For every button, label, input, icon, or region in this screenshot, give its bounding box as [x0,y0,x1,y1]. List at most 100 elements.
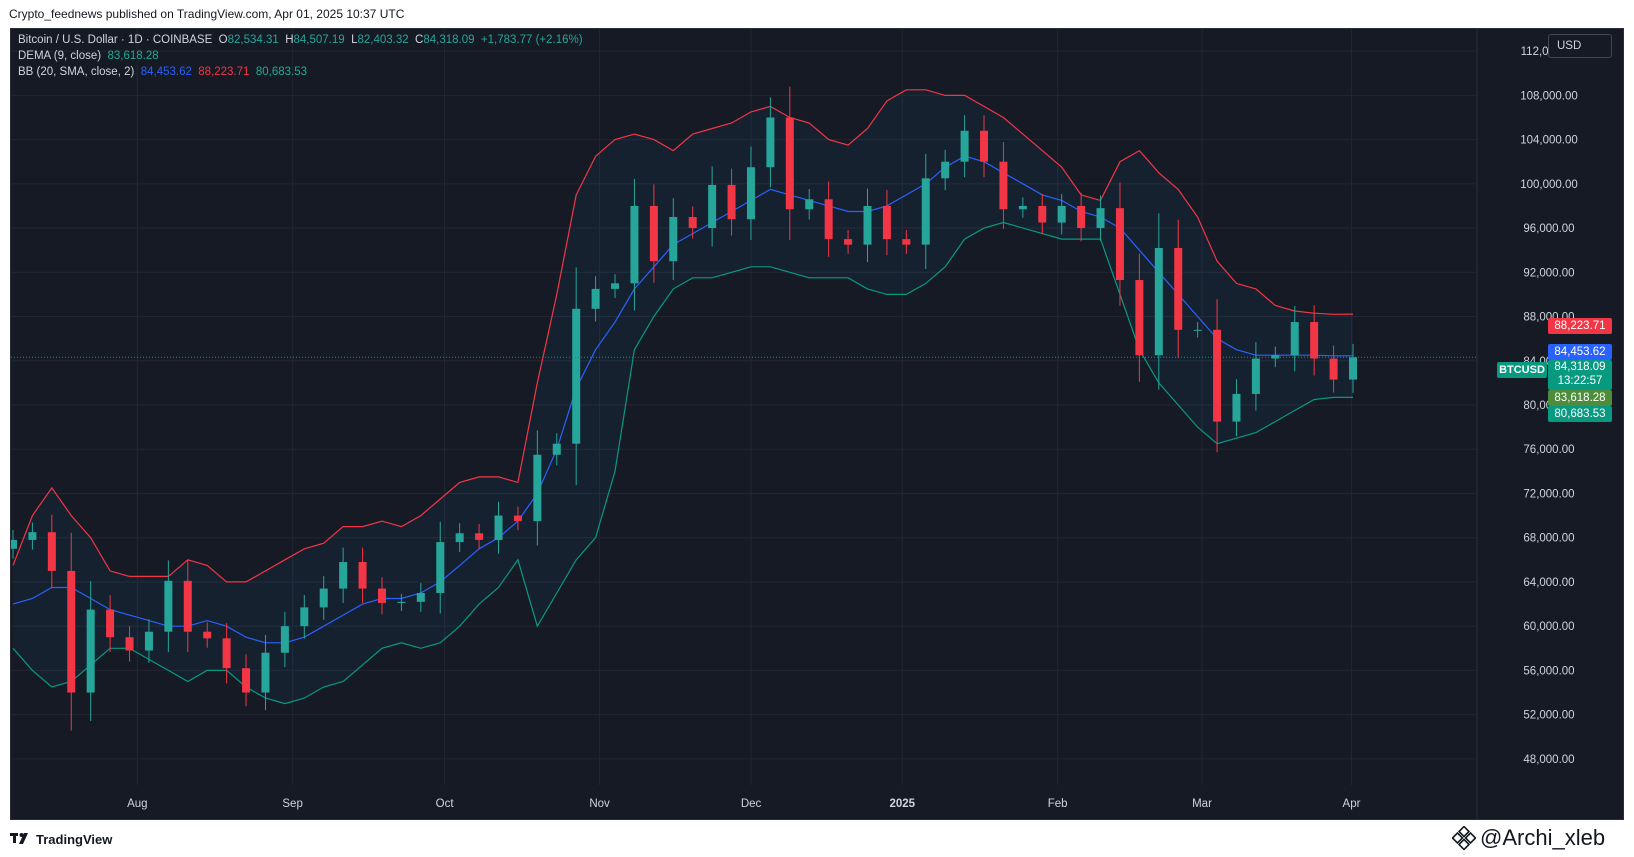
y-tick-label: 72,000.00 [1523,488,1574,500]
candle-body [456,533,464,542]
candle-body [1038,206,1046,223]
price-chart[interactable]: 112,000.00108,000.00104,000.00100,000.00… [11,29,1624,820]
last-price-value: 84,318.09 [1548,360,1612,374]
y-tick-label: 76,000.00 [1523,444,1574,456]
candle-body [1155,248,1163,355]
y-tick-label: 104,000.00 [1520,135,1578,147]
high-value: 84,507.19 [294,34,345,46]
candle-body [1291,322,1299,355]
candle-body [747,167,755,219]
y-tick-label: 100,000.00 [1520,179,1578,191]
x-tick-label: Nov [589,798,610,810]
x-tick-label: Apr [1343,798,1361,810]
candle-body [786,117,794,209]
candle-body [1330,359,1338,380]
x-tick-label: Mar [1192,798,1212,810]
candle-body [1116,208,1124,280]
bb-legend[interactable]: BB (20, SMA, close, 2) 84,453.62 88,223.… [18,66,307,78]
candle-body [1135,280,1143,355]
tradingview-logo-icon [10,833,32,845]
x-tick-label: Oct [436,798,455,810]
candle-body [766,117,774,167]
candle-body [417,593,425,602]
candle-body [1174,248,1182,330]
candle-body [1349,357,1357,379]
candle-body [883,206,891,239]
candle-body [980,131,988,162]
symbol-legend: Bitcoin / U.S. Dollar · 1D · COINBASE O8… [18,34,583,46]
candle-body [67,571,75,693]
tradingview-logo[interactable]: TradingView [10,830,112,848]
change-value: +1,783.77 (+2.16%) [481,34,583,46]
candle-body [708,185,716,228]
dema-label: DEMA (9, close) [18,50,101,62]
candle-body [1252,359,1260,394]
low-value: 82,403.32 [357,34,408,46]
bb-upper-value: 88,223.71 [198,66,249,78]
candle-body [106,610,114,638]
candle-body [689,217,697,228]
x-tick-label: Sep [282,798,302,810]
candle-body [863,206,871,245]
y-tick-label: 92,000.00 [1523,267,1574,279]
y-tick-label: 60,000.00 [1523,621,1574,633]
y-tick-label: 56,000.00 [1523,665,1574,677]
candle-body [844,239,852,245]
published-text: Crypto_feednews published on TradingView… [0,7,404,21]
candle-body [1194,330,1202,331]
y-tick-label: 52,000.00 [1523,710,1574,722]
candle-body [320,589,328,608]
chart-pane[interactable]: 112,000.00108,000.00104,000.00100,000.00… [10,28,1624,820]
candle-body [1019,206,1027,209]
bar-countdown: 13:22:57 [1548,374,1612,388]
currency-button[interactable]: USD [1548,34,1612,58]
candle-body [223,638,231,668]
binance-icon [1452,826,1476,850]
last-price-tag: 84,318.09 13:22:57 [1548,360,1612,390]
dema-value: 83,618.28 [107,50,158,62]
candle-body [164,581,172,632]
bb-lower-value: 80,683.53 [256,66,307,78]
candle-body [1077,206,1085,228]
candle-body [11,540,17,549]
candle-body [184,581,192,632]
candle-body [145,632,153,651]
candle-body [281,626,289,653]
x-tick-label: Feb [1048,798,1068,810]
dema-legend[interactable]: DEMA (9, close) 83,618.28 [18,50,159,62]
candle-body [87,610,95,693]
candle-body [1310,322,1318,358]
candle-body [533,455,541,521]
candle-body [1271,355,1279,358]
candle-body [650,206,658,261]
open-value: 82,534.31 [228,34,279,46]
candle-body [1058,206,1066,223]
bb-basis-tag: 84,453.62 [1548,344,1612,360]
candle-body [630,206,638,283]
footer-bar: TradingView @Archi_xleb [0,820,1634,857]
bb-upper-tag: 88,223.71 [1548,318,1612,334]
candle-body [902,239,910,245]
x-tick-label: 2025 [889,798,915,810]
candle-body [611,283,619,289]
candle-body [922,178,930,244]
candle-body [48,532,56,571]
candle-body [572,309,580,444]
tradingview-brand: TradingView [36,832,112,847]
candle-body [1232,394,1240,422]
watermark-text: @Archi_xleb [1480,825,1605,851]
candle-body [242,668,250,692]
publish-header: Crypto_feednews published on TradingView… [0,0,1634,28]
candle-body [669,217,677,261]
y-tick-label: 96,000.00 [1523,223,1574,235]
candle-body [475,533,483,540]
candle-body [436,542,444,593]
candle-body [378,589,386,603]
candle-body [728,185,736,219]
candle-body [203,632,211,639]
candle-body [961,131,969,162]
dema-tag: 83,618.28 [1548,390,1612,406]
candle-body [592,289,600,309]
bb-label: BB (20, SMA, close, 2) [18,66,134,78]
symbol-title[interactable]: Bitcoin / U.S. Dollar · 1D · COINBASE [18,34,212,46]
